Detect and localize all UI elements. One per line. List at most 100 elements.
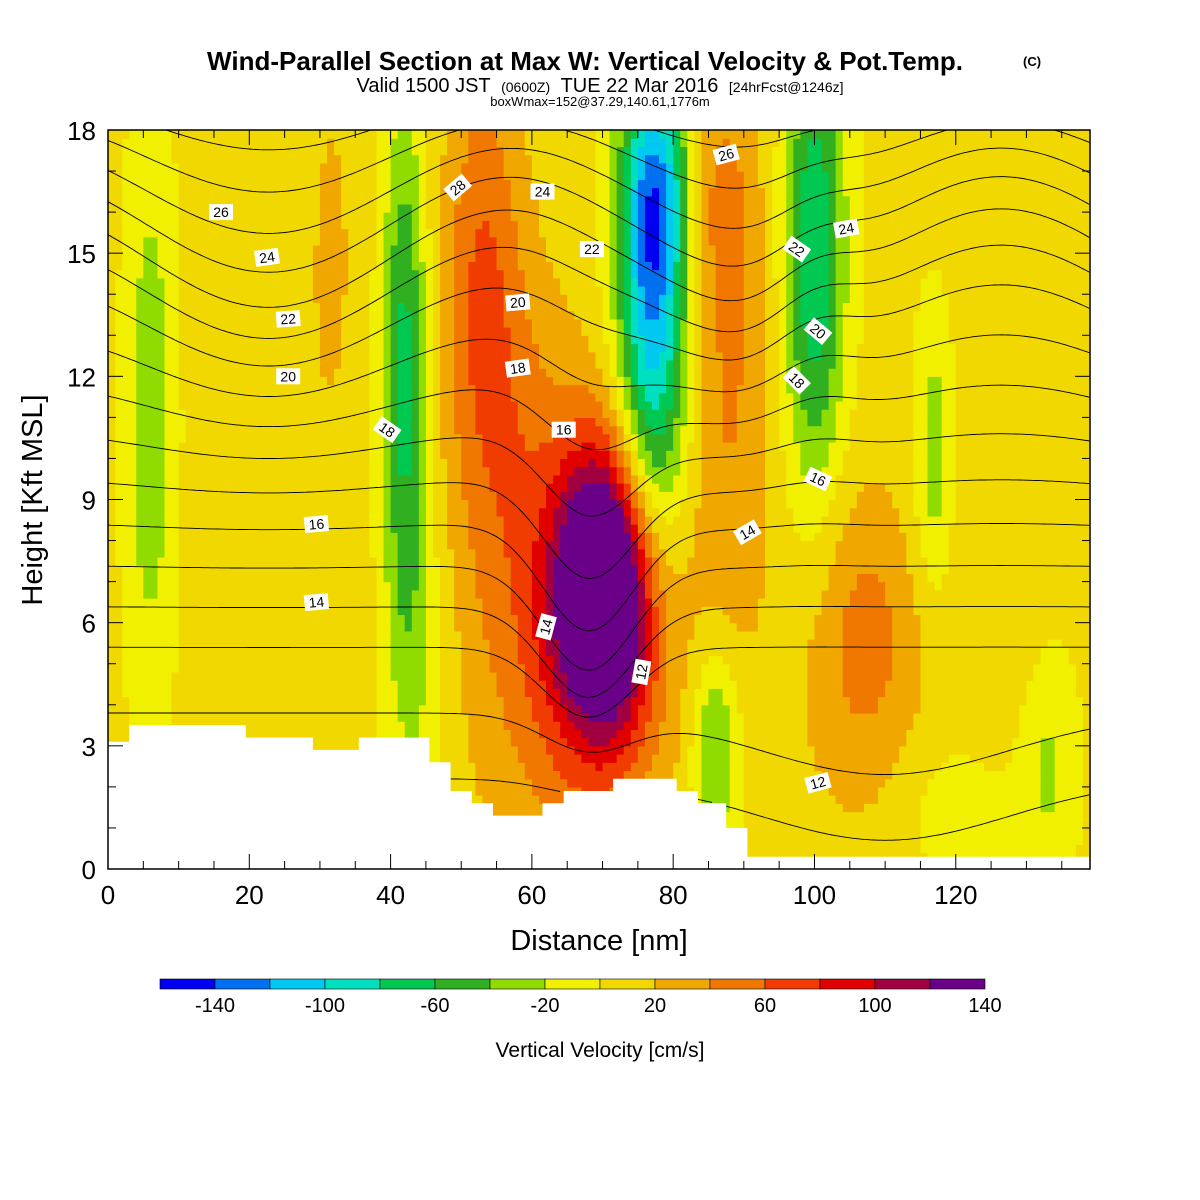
velocity-cell xyxy=(553,770,561,780)
velocity-cell xyxy=(800,737,809,747)
velocity-cell xyxy=(913,827,922,837)
velocity-cell xyxy=(955,573,964,583)
velocity-cell xyxy=(736,811,745,821)
velocity-cell xyxy=(404,696,413,706)
velocity-cell xyxy=(517,598,526,607)
velocity-cell xyxy=(517,745,526,755)
velocity-cell xyxy=(807,671,816,681)
velocity-cell xyxy=(602,729,611,739)
velocity-cell xyxy=(157,622,166,632)
velocity-cell xyxy=(814,786,823,796)
velocity-cell xyxy=(821,737,830,747)
velocity-cell xyxy=(673,778,681,788)
velocity-cell xyxy=(793,647,801,657)
velocity-cell xyxy=(772,630,780,640)
velocity-cell xyxy=(1075,827,1084,837)
velocity-cell xyxy=(708,614,717,624)
velocity-cell xyxy=(510,803,519,813)
velocity-cell xyxy=(595,721,604,731)
velocity-cell xyxy=(878,729,886,739)
velocity-cell xyxy=(609,639,618,648)
velocity-cell xyxy=(835,598,844,607)
velocity-cell xyxy=(263,606,272,616)
velocity-cell xyxy=(341,589,349,599)
velocity-cell xyxy=(369,688,378,698)
velocity-cell xyxy=(164,712,173,722)
velocity-cell xyxy=(962,770,971,780)
velocity-cell xyxy=(821,622,830,632)
velocity-cell xyxy=(1033,754,1042,763)
velocity-cell xyxy=(404,573,413,583)
velocity-cell xyxy=(574,762,582,772)
velocity-cell xyxy=(906,671,914,681)
velocity-cell xyxy=(835,696,844,706)
velocity-cell xyxy=(319,729,328,739)
velocity-cell xyxy=(560,589,568,599)
velocity-cell xyxy=(779,680,787,689)
velocity-cell xyxy=(786,639,794,648)
velocity-cell xyxy=(842,581,851,591)
velocity-cell xyxy=(878,803,886,813)
velocity-cell xyxy=(369,680,378,689)
velocity-cell xyxy=(991,786,999,796)
velocity-cell xyxy=(305,729,314,739)
velocity-cell xyxy=(934,581,943,591)
velocity-cell xyxy=(298,712,307,722)
velocity-cell xyxy=(1040,639,1049,648)
velocity-cell xyxy=(828,811,837,821)
velocity-cell xyxy=(878,647,886,657)
velocity-cell xyxy=(270,680,279,689)
velocity-cell xyxy=(878,745,886,755)
velocity-cell xyxy=(906,836,914,845)
velocity-cell xyxy=(948,704,957,714)
velocity-cell xyxy=(892,721,900,731)
velocity-cell xyxy=(955,680,964,689)
velocity-cell xyxy=(355,721,363,731)
velocity-cell xyxy=(418,663,427,673)
velocity-cell xyxy=(722,614,731,624)
velocity-cell xyxy=(496,712,505,722)
velocity-cell xyxy=(673,655,681,665)
velocity-cell xyxy=(722,737,731,747)
velocity-cell xyxy=(447,639,455,648)
velocity-cell xyxy=(1019,630,1028,640)
velocity-cell xyxy=(736,754,745,763)
velocity-cell xyxy=(291,655,300,665)
velocity-cell xyxy=(729,696,738,706)
velocity-cell xyxy=(885,663,893,673)
velocity-cell xyxy=(1068,778,1077,788)
velocity-cell xyxy=(743,844,752,854)
velocity-cell xyxy=(616,729,625,739)
velocity-cell xyxy=(736,573,745,583)
velocity-cell xyxy=(743,712,752,722)
velocity-cell xyxy=(397,696,406,706)
velocity-cell xyxy=(814,598,823,607)
velocity-cell xyxy=(821,704,830,714)
velocity-cell xyxy=(475,712,484,722)
velocity-cell xyxy=(899,614,907,624)
velocity-cell xyxy=(680,622,688,632)
velocity-cell xyxy=(503,663,512,673)
velocity-cell xyxy=(192,655,201,665)
velocity-cell xyxy=(729,795,738,804)
velocity-cell xyxy=(440,606,448,616)
velocity-cell xyxy=(256,573,265,583)
velocity-cell xyxy=(821,827,830,837)
velocity-cell xyxy=(750,729,759,739)
velocity-cell xyxy=(969,729,978,739)
velocity-cell xyxy=(941,622,950,632)
velocity-cell xyxy=(991,663,999,673)
velocity-cell xyxy=(694,589,703,599)
velocity-cell xyxy=(750,589,759,599)
velocity-cell xyxy=(1054,778,1063,788)
velocity-cell xyxy=(602,754,611,763)
velocity-cell xyxy=(440,712,448,722)
velocity-cell xyxy=(150,680,159,689)
velocity-cell xyxy=(468,737,476,747)
velocity-cell xyxy=(355,573,363,583)
velocity-cell xyxy=(199,704,208,714)
velocity-cell xyxy=(531,704,540,714)
velocity-cell xyxy=(468,712,476,722)
velocity-cell xyxy=(659,712,667,722)
velocity-cell xyxy=(976,721,985,731)
